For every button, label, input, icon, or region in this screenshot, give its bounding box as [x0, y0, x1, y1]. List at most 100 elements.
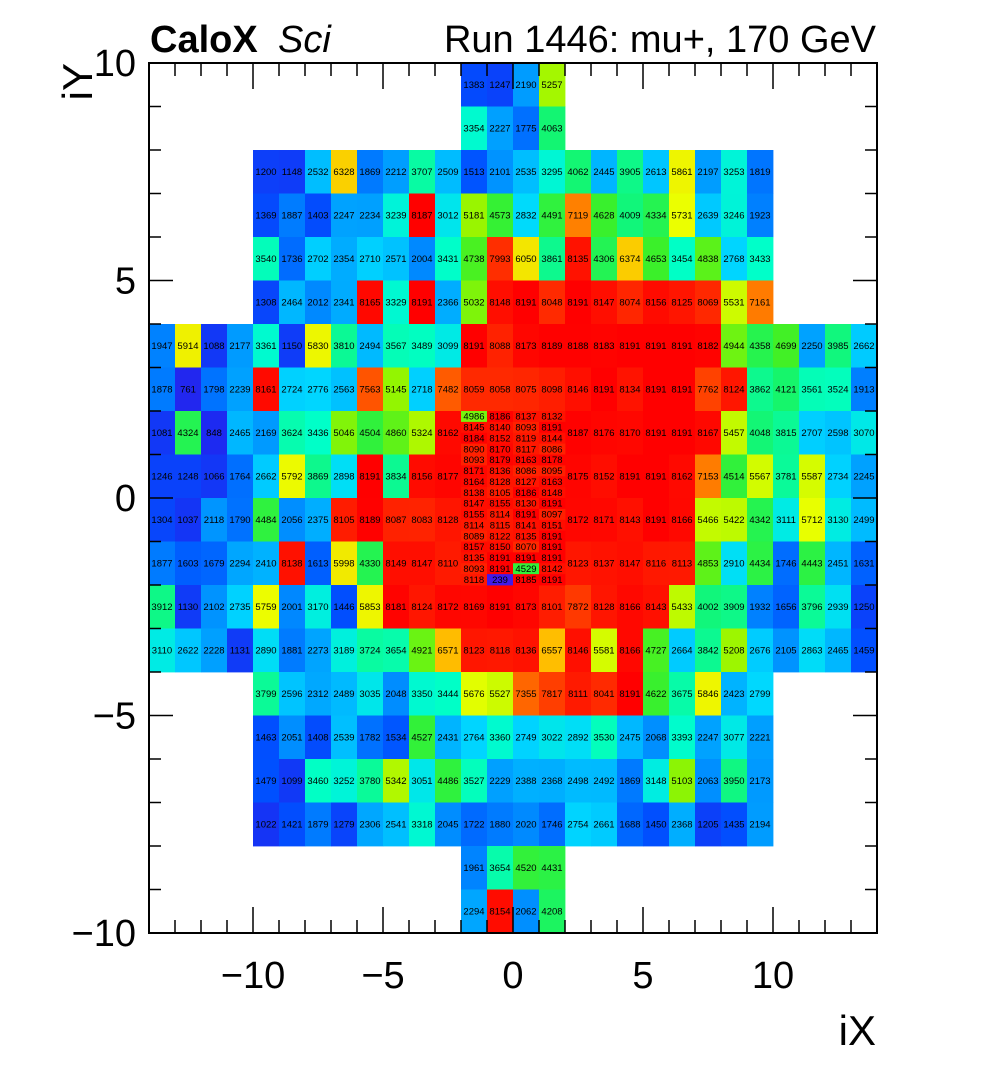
cell-value-label: 3295: [541, 167, 562, 178]
cell-value-label: 5103: [671, 776, 692, 787]
cell-value-label: 8118: [490, 646, 510, 657]
cell-value-label: 3460: [307, 776, 328, 787]
heatmap-cell: [253, 628, 280, 673]
heatmap-cell: [201, 628, 228, 673]
heatmap-cell: [721, 498, 748, 542]
cell-value-label: 8146: [567, 385, 588, 396]
heatmap-cell: [461, 411, 488, 423]
cell-value-label: 1250: [853, 602, 874, 613]
heatmap-cell: [305, 411, 332, 455]
cell-value-label: 1383: [463, 80, 484, 91]
heatmap-cell: [643, 541, 670, 586]
x-tick-label: 0: [502, 955, 523, 997]
cell-value-label: 3130: [827, 515, 848, 526]
cell-value-label: 1513: [463, 167, 484, 178]
heatmap-cell: [383, 150, 410, 194]
heatmap-cell: [461, 150, 488, 194]
cell-value-label: 5792: [281, 472, 302, 483]
heatmap-cell: [591, 498, 618, 542]
cell-value-label: 2169: [255, 428, 276, 439]
cell-value-label: 2118: [204, 515, 224, 526]
heatmap-cell: [487, 150, 514, 194]
cell-value-label: 2734: [827, 472, 848, 483]
cell-value-label: 2234: [359, 211, 380, 222]
cell-value-label: 1131: [230, 646, 250, 657]
heatmap-cell: [643, 411, 670, 455]
heatmap-cell: [591, 802, 618, 847]
heatmap-cell: [799, 541, 826, 586]
heatmap-cell: [487, 432, 514, 445]
heatmap-cell: [539, 715, 566, 760]
heatmap-cell: [201, 585, 228, 629]
cell-value-label: 8111: [568, 689, 588, 700]
cell-value-label: 2368: [671, 820, 692, 831]
cell-value-label: 2194: [749, 820, 770, 831]
heatmap-cell: [279, 628, 306, 673]
cell-value-label: 8058: [489, 385, 510, 396]
y-axis-title: iY: [54, 63, 101, 100]
heatmap-cell: [175, 628, 202, 673]
heatmap-cell: [227, 454, 254, 499]
cell-value-label: 4860: [385, 428, 406, 439]
cell-value-label: 5531: [723, 298, 744, 309]
heatmap-cell: [695, 715, 722, 760]
heatmap-cell: [357, 237, 384, 281]
cell-value-label: 2664: [671, 646, 692, 657]
heatmap-cell: [487, 889, 514, 934]
cell-value-label: 3239: [385, 211, 406, 222]
heatmap-cell: [305, 585, 332, 629]
heatmap-cell: [695, 585, 722, 629]
cell-value-label: 8132: [541, 412, 562, 423]
cell-value-label: 3675: [671, 689, 692, 700]
cell-value-label: 3561: [801, 385, 822, 396]
cell-value-label: 8151: [541, 520, 562, 531]
heatmap-cell: [305, 193, 332, 238]
x-tick-label: −10: [221, 955, 285, 997]
cell-value-label: 2294: [229, 559, 250, 570]
cell-value-label: 2710: [359, 254, 380, 265]
cell-value-label: 2662: [853, 341, 874, 352]
heatmap-cell: [591, 759, 618, 803]
cell-value-label: 5433: [671, 602, 692, 613]
heatmap-cell: [565, 411, 592, 455]
cell-value-label: 1421: [281, 820, 302, 831]
cell-value-label: 5527: [489, 689, 510, 700]
cell-value-label: 6557: [541, 646, 562, 657]
cell-value-label: 1022: [255, 820, 276, 831]
heatmap-cell: [695, 411, 722, 455]
heatmap-cell: [539, 150, 566, 194]
cell-value-label: 2799: [749, 689, 770, 700]
heatmap-cell: [253, 150, 280, 194]
heatmap-cell: [539, 889, 566, 934]
heatmap-cell: [799, 585, 826, 629]
cell-value-label: 3909: [723, 602, 744, 613]
heatmap-cell: [539, 498, 566, 510]
cell-value-label: 1869: [619, 776, 640, 787]
cell-value-label: 2890: [255, 646, 276, 657]
cell-value-label: 5567: [749, 472, 770, 483]
cell-value-label: 2598: [827, 428, 848, 439]
cell-value-label: 8191: [645, 472, 666, 483]
heatmap-cell: [409, 280, 436, 325]
heatmap-cell: [331, 411, 358, 455]
cell-value-label: 8186: [489, 412, 510, 423]
heatmap-cell: [487, 585, 514, 629]
heatmap-cell: [435, 672, 462, 716]
heatmap-cell: [539, 574, 566, 586]
heatmap-cell: [721, 150, 748, 194]
cell-value-label: 8154: [489, 907, 510, 918]
cell-value-label: 5257: [541, 80, 562, 91]
cell-value-label: 8181: [385, 602, 406, 613]
cell-value-label: 5342: [385, 776, 406, 787]
heatmap-cell: [175, 411, 202, 455]
cell-value-label: 2062: [515, 907, 536, 918]
heatmap-cell: [695, 759, 722, 803]
heatmap-cell: [513, 574, 540, 586]
heatmap-cell: [695, 802, 722, 847]
heatmap-cell: [695, 324, 722, 368]
heatmap-cell: [487, 672, 514, 716]
cell-value-label: 7993: [489, 254, 510, 265]
heatmap-cell: [539, 237, 566, 281]
heatmap-cell: [565, 454, 592, 499]
heatmap-cell: [565, 628, 592, 673]
